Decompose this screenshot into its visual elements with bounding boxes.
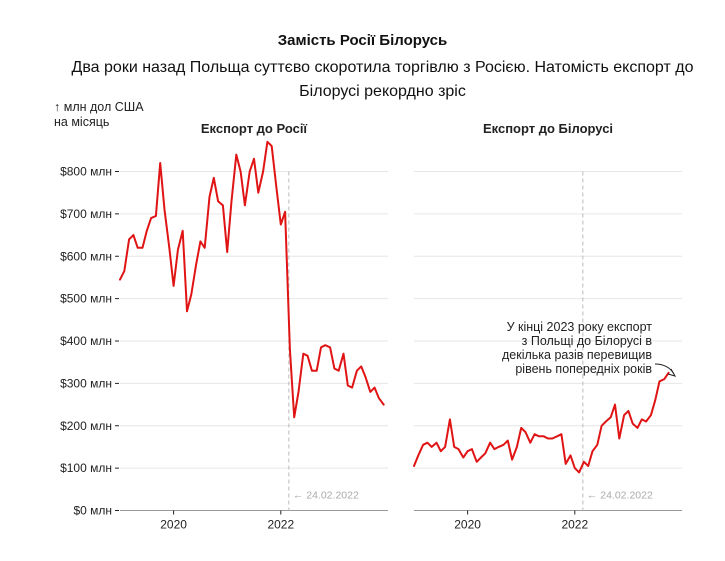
panel-russia: $0 млн $100 млн $200 млн $300 млн $400 млн $5… xyxy=(60,121,388,532)
event-marker-label: ← 24.02.2022 xyxy=(293,490,359,502)
y-tick-label: $700 млн xyxy=(60,207,112,221)
annotation-line: з Польщі до Білорусі в xyxy=(522,334,653,348)
y-tick-label: $200 млн xyxy=(60,419,112,433)
y-tick-label: $800 млн xyxy=(60,165,112,179)
y-tick-label: $300 млн xyxy=(60,376,112,390)
data-line xyxy=(119,140,385,419)
annotation-line: У кінці 2023 року експорт xyxy=(507,320,653,334)
y-tick-label: $100 млн xyxy=(60,461,112,475)
y-tick-label: $600 млн xyxy=(60,249,112,263)
x-tick-label: 2020 xyxy=(160,518,187,532)
x-tick-label: 2020 xyxy=(454,518,481,532)
y-unit-line-2: на місяць xyxy=(54,115,110,129)
annotation-line: рівень попередніх років xyxy=(515,362,652,376)
event-marker-label: ← 24.02.2022 xyxy=(587,490,653,502)
annotation-arrowhead xyxy=(667,368,677,377)
x-tick-label: 2022 xyxy=(267,518,294,532)
panel-title: Експорт до Росії xyxy=(201,121,308,136)
annotation-line: декілька разів перевищив xyxy=(502,348,652,362)
y-tick-label: $500 млн xyxy=(60,292,112,306)
data-line xyxy=(413,371,670,474)
y-unit-label: ↑ млн дол США на місяць xyxy=(54,100,144,130)
x-tick-label: 2022 xyxy=(561,518,588,532)
page-title: Замість Росії Білорусь xyxy=(277,32,448,49)
y-tick-label: $400 млн xyxy=(60,334,112,348)
page-subtitle: Два роки назад Польща суттєво скоротила … xyxy=(71,59,694,100)
panel-title: Експорт до Білорусі xyxy=(483,121,613,136)
panel-belarus: 2020 2022 Експорт до Білорусі ← 24.02.2022 У… xyxy=(413,121,682,532)
y-unit-line-1: ↑ млн дол США xyxy=(54,100,144,114)
y-tick-label: $0 млн xyxy=(73,504,112,518)
